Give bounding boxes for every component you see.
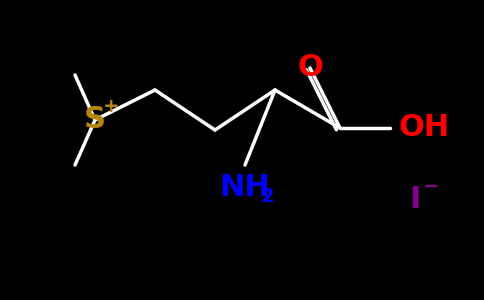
Text: O: O	[297, 53, 323, 82]
Text: NH: NH	[220, 173, 271, 202]
Text: S: S	[84, 106, 106, 134]
Text: OH: OH	[398, 113, 449, 142]
Text: +: +	[103, 97, 119, 116]
Text: I: I	[409, 185, 421, 214]
Text: 2: 2	[260, 187, 274, 206]
Text: −: −	[423, 176, 439, 196]
